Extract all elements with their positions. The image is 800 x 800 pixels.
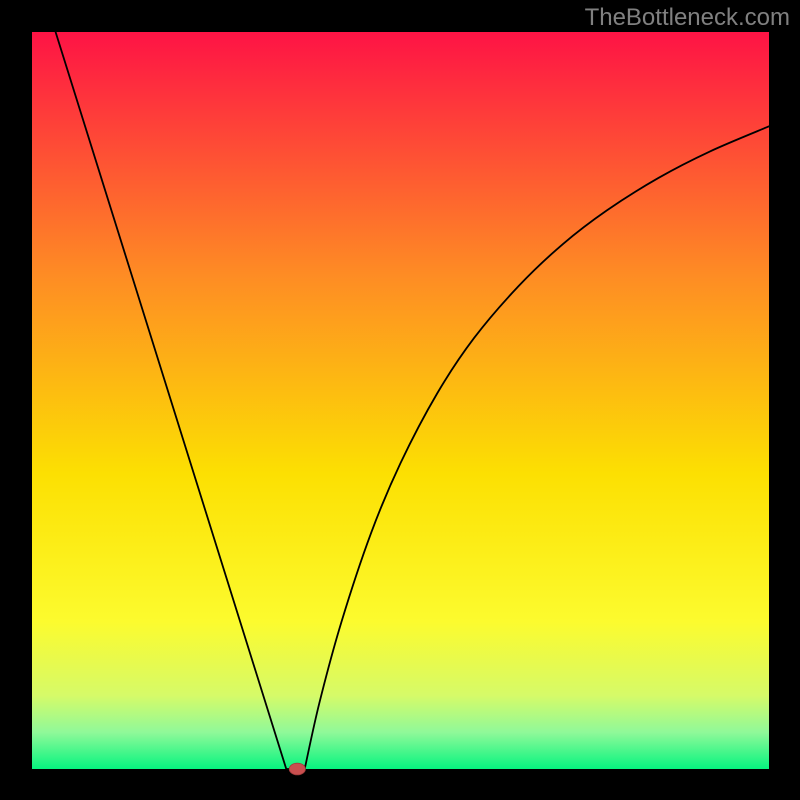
watermark-text: TheBottleneck.com xyxy=(585,4,790,32)
optimal-point-marker xyxy=(289,763,305,775)
chart-container: TheBottleneck.com xyxy=(0,0,800,800)
bottleneck-chart xyxy=(0,0,800,800)
plot-background xyxy=(32,32,769,769)
